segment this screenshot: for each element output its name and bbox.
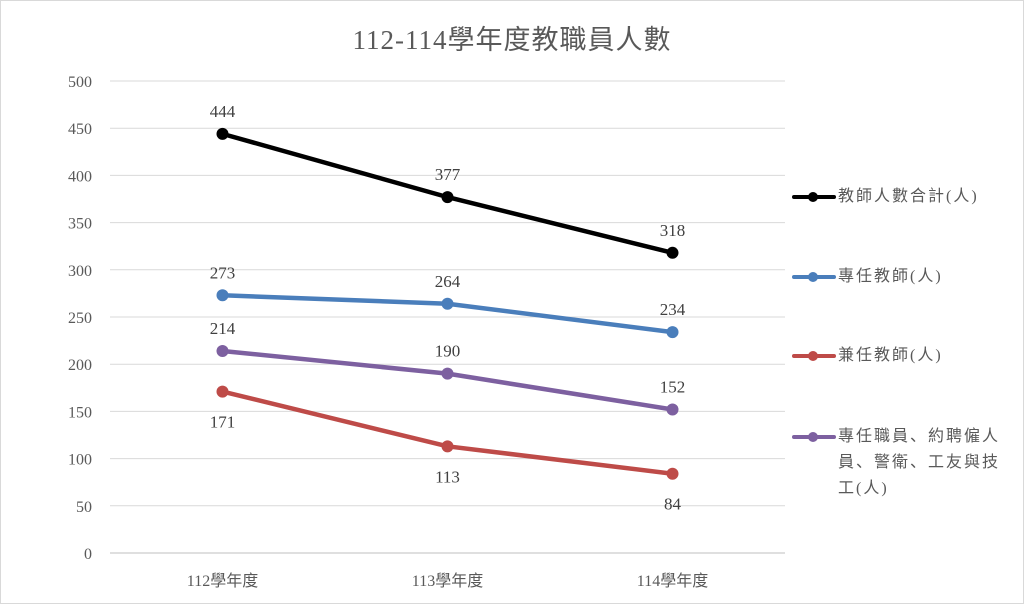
legend-item-parttime-teachers[interactable]: 兼任教師(人) [790,347,1008,369]
data-point-marker[interactable] [666,467,679,480]
series-line[interactable]: 171 113 84 [210,385,682,514]
data-label: 273 [210,263,236,282]
legend-swatch-icon [790,428,838,446]
data-point-marker[interactable] [216,127,229,140]
series-line[interactable]: 444 377 318 [210,102,686,259]
x-tick-label: 112學年度 [187,572,258,590]
chart-title: 112-114學年度教職員人數 [352,25,672,55]
legend-item-fulltime-teachers[interactable]: 專任教師(人) [790,268,1008,290]
data-point-marker[interactable] [441,440,454,453]
data-point-marker[interactable] [666,326,679,339]
legend-swatch-icon [790,347,838,365]
series-line[interactable]: 273 264 234 [210,263,686,339]
legend-label: 專任職員、約聘僱人員、警衛、工友與技工(人) [838,428,1001,497]
legend-item-staff[interactable]: 專任職員、約聘僱人員、警衛、工友與技工(人) [790,428,1008,502]
legend-label: 教師人數合計(人) [838,188,979,205]
legend-item-total-teachers[interactable]: 教師人數合計(人) [790,188,1008,210]
y-tick-label: 500 [68,74,92,91]
legend-label: 專任教師(人) [838,268,943,285]
y-tick-label: 300 [68,263,92,280]
y-tick-label: 100 [68,452,92,469]
data-point-marker[interactable] [666,246,679,259]
data-label: 113 [435,467,460,486]
data-point-marker[interactable] [216,385,229,398]
y-tick-label: 400 [68,168,92,185]
data-label: 264 [435,272,461,291]
data-label: 84 [664,495,682,514]
y-tick-label: 350 [68,216,92,233]
data-point-marker[interactable] [441,191,454,204]
y-tick-label: 250 [68,310,92,327]
series-line[interactable]: 214 190 152 [210,319,686,416]
y-tick-label: 50 [76,499,92,516]
data-label: 214 [210,319,236,338]
y-tick-label: 0 [84,546,92,563]
data-label: 377 [435,165,461,184]
legend-swatch-icon [790,268,838,286]
legend-label: 兼任教師(人) [838,347,943,364]
data-label: 190 [435,342,461,361]
data-point-marker[interactable] [216,344,229,357]
data-point-marker[interactable] [216,289,229,302]
y-tick-label: 200 [68,357,92,374]
y-tick-label: 150 [68,404,92,421]
data-label: 234 [660,300,686,319]
data-point-marker[interactable] [666,403,679,416]
data-label: 152 [660,378,686,397]
y-tick-label: 450 [68,121,92,138]
data-label: 444 [210,102,236,121]
legend-swatch-icon [790,188,838,206]
data-label: 171 [210,413,236,432]
x-tick-label: 113學年度 [412,572,483,590]
data-label: 318 [660,221,686,240]
x-tick-label: 114學年度 [637,572,708,590]
data-point-marker[interactable] [441,367,454,380]
data-point-marker[interactable] [441,297,454,310]
